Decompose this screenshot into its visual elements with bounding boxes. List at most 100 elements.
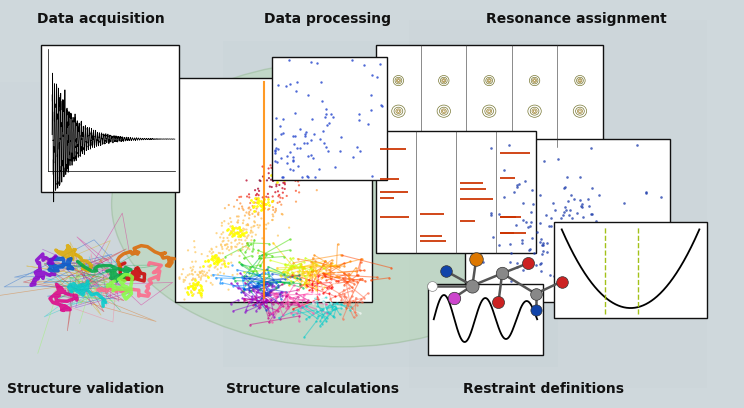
Point	[300, 277, 312, 284]
Point	[318, 112, 330, 119]
Point	[251, 195, 263, 202]
Point	[355, 256, 367, 263]
Point	[263, 175, 275, 181]
Point	[335, 134, 347, 140]
Point	[173, 274, 185, 281]
Point	[313, 165, 325, 172]
Point	[305, 171, 317, 177]
Point	[254, 286, 266, 293]
Point	[225, 223, 237, 230]
Point	[205, 255, 217, 262]
Point	[263, 194, 275, 201]
Point	[327, 116, 339, 123]
Point	[324, 122, 336, 129]
Point	[209, 264, 221, 271]
Point	[330, 304, 342, 311]
Point	[641, 190, 652, 197]
Point	[315, 140, 327, 147]
Point	[347, 90, 359, 96]
Point	[179, 285, 191, 292]
Point	[243, 194, 255, 201]
Point	[251, 270, 263, 277]
Point	[269, 148, 281, 155]
Point	[252, 209, 264, 216]
Point	[266, 217, 278, 223]
Point	[207, 257, 219, 264]
Point	[261, 177, 273, 184]
Point	[327, 114, 339, 120]
Point	[568, 259, 580, 266]
Point	[243, 212, 255, 218]
Point	[385, 265, 397, 271]
Point	[266, 198, 278, 205]
Point	[344, 304, 356, 310]
Point	[318, 271, 330, 277]
Point	[208, 254, 220, 261]
Point	[185, 283, 197, 289]
Point	[263, 310, 275, 317]
Point	[198, 272, 210, 279]
Point	[263, 165, 275, 172]
Point	[316, 98, 328, 104]
Point	[262, 271, 274, 277]
Point	[266, 310, 278, 316]
Point	[279, 175, 291, 181]
Point	[206, 253, 218, 259]
Point	[343, 83, 355, 90]
Point	[289, 110, 301, 116]
Point	[321, 122, 333, 128]
Point	[288, 166, 300, 173]
Point	[321, 293, 333, 299]
Point	[266, 217, 278, 223]
Point	[246, 252, 257, 259]
Point	[307, 266, 319, 273]
Point	[338, 278, 350, 285]
Point	[336, 129, 348, 135]
Point	[314, 317, 326, 324]
Point	[326, 123, 338, 129]
Point	[248, 200, 260, 206]
Point	[201, 270, 213, 276]
Point	[240, 209, 252, 216]
Point	[312, 149, 324, 155]
Point	[347, 154, 359, 161]
Point	[338, 291, 350, 298]
Point	[234, 239, 246, 246]
Point	[222, 244, 234, 250]
Point	[295, 276, 307, 283]
Point	[297, 142, 309, 148]
Point	[254, 304, 266, 311]
Point	[280, 293, 292, 299]
Text: Resonance assignment: Resonance assignment	[487, 12, 667, 26]
Point	[302, 148, 314, 155]
Point	[335, 304, 347, 311]
Point	[525, 219, 537, 226]
Point	[293, 140, 305, 146]
Point	[324, 290, 336, 297]
Point	[307, 125, 319, 132]
Point	[335, 103, 347, 110]
Point	[219, 242, 231, 248]
Point	[309, 295, 321, 302]
Point	[321, 148, 333, 154]
Point	[344, 307, 356, 313]
Point	[342, 302, 354, 308]
Point	[190, 281, 202, 287]
Point	[240, 292, 251, 299]
Point	[231, 244, 243, 250]
Point	[287, 306, 299, 312]
Point	[315, 153, 327, 160]
Point	[210, 275, 222, 281]
Point	[237, 288, 249, 295]
Point	[321, 310, 333, 316]
Point	[275, 272, 286, 279]
Point	[606, 262, 618, 268]
Point	[310, 140, 321, 146]
Point	[299, 133, 311, 140]
Point	[577, 249, 589, 256]
Point	[307, 154, 318, 161]
Point	[285, 310, 297, 316]
Point	[219, 258, 231, 264]
Point	[243, 246, 255, 253]
Bar	[554, 222, 707, 318]
